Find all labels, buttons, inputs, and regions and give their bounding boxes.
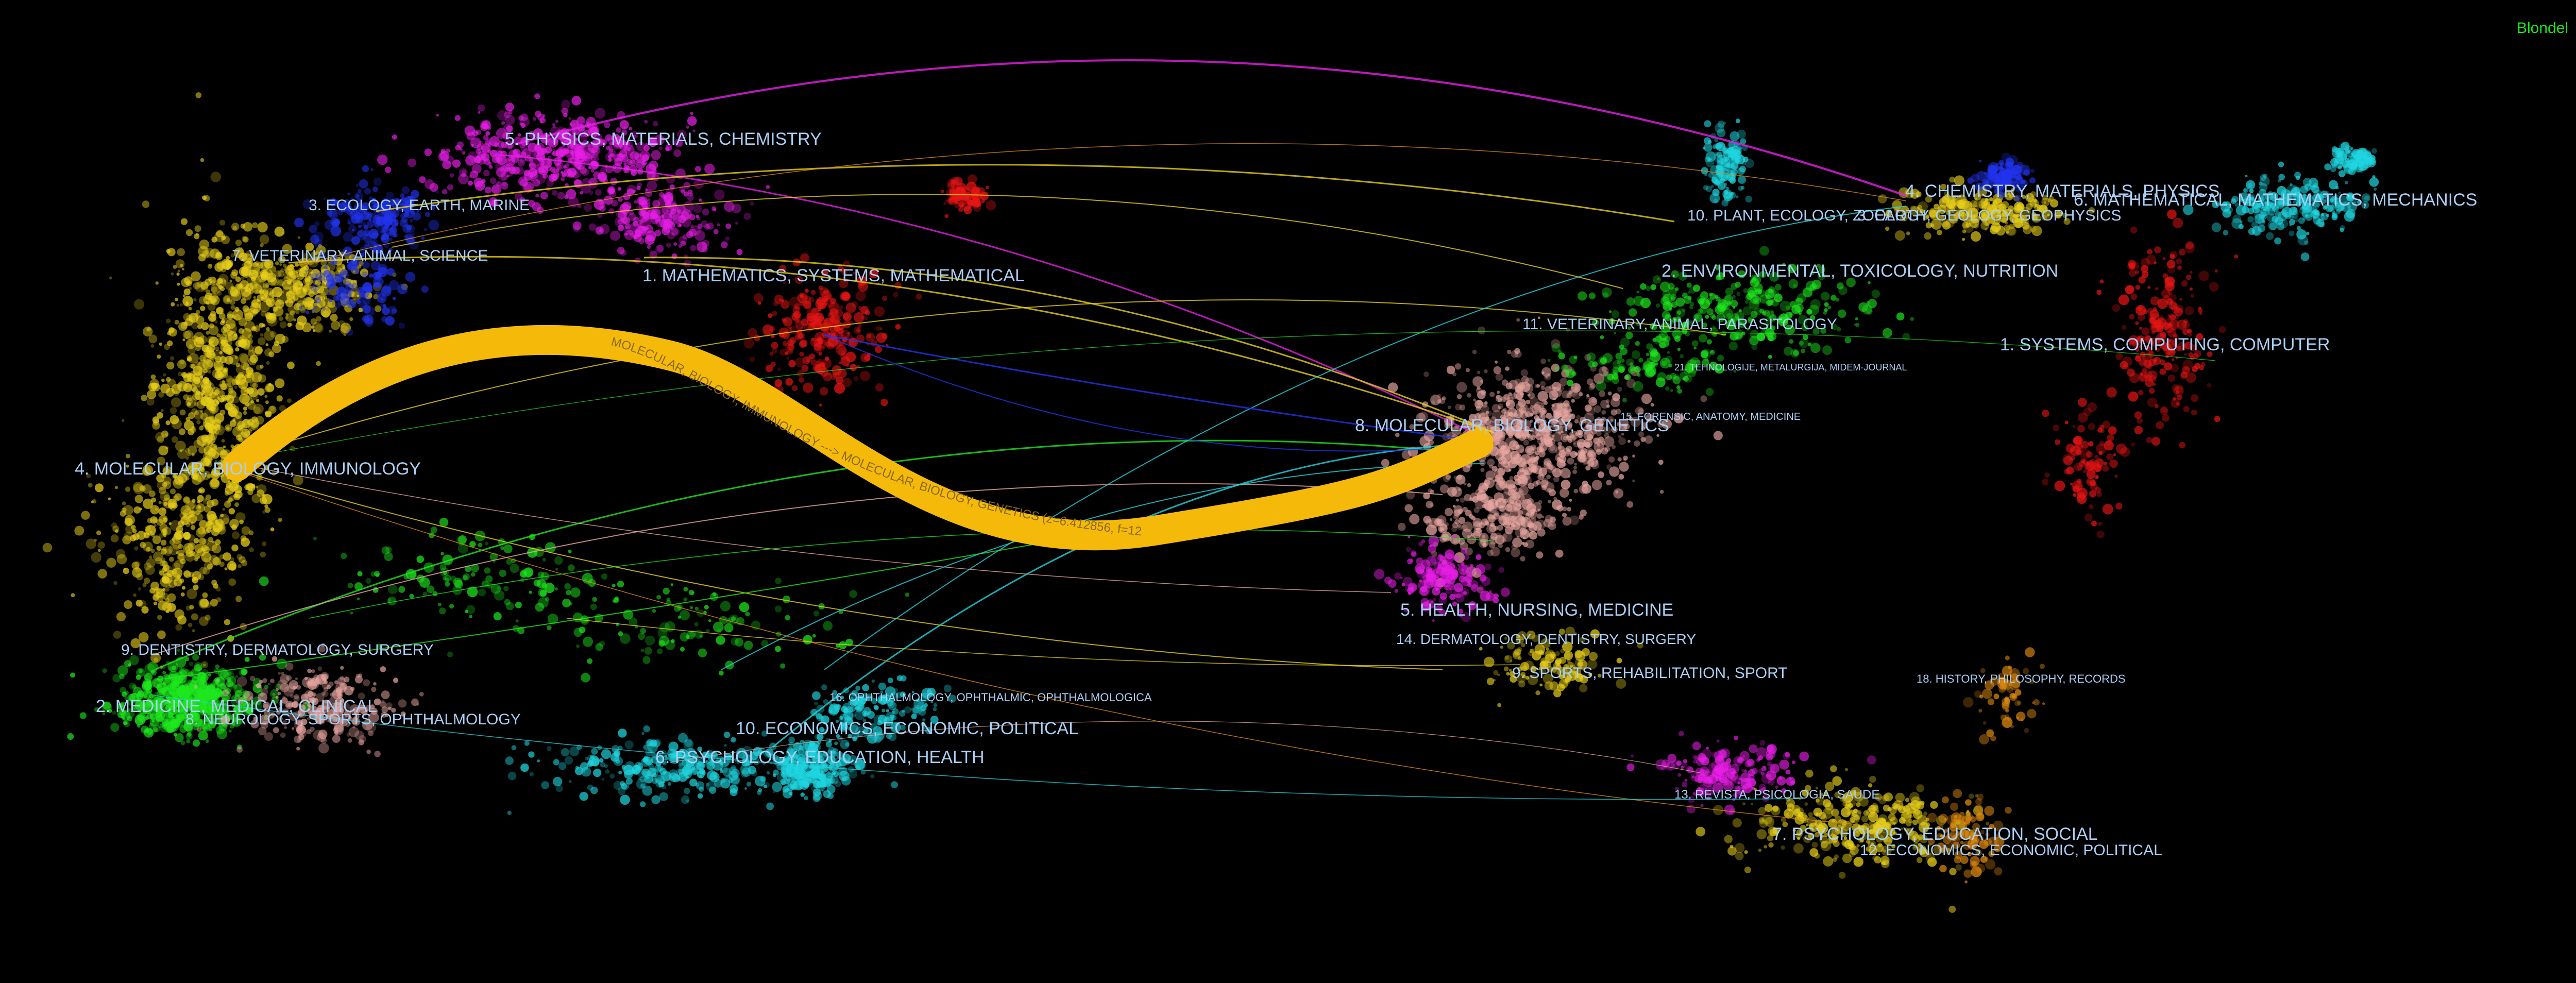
left-cluster-10-label: 10. ECONOMICS, ECONOMIC, POLITICAL: [736, 719, 1078, 738]
right-cluster-12-label: 12. ECONOMICS, ECONOMIC, POLITICAL: [1860, 842, 2162, 859]
left-cluster-7-label: 7. VETERINARY, ANIMAL, SCIENCE: [232, 247, 488, 264]
right-cluster-21-label: 21. TEHNOLOGIJE, METALURGIJA, MIDEM-JOUR…: [1674, 362, 1907, 372]
citation-links: [154, 59, 2216, 825]
main-citation-flow: [222, 325, 1494, 551]
left-cluster-2-label: 2. MEDICINE, MEDICAL, CLINICAL: [96, 697, 377, 716]
right-cluster-13-label: 13. REVISTA, PSICOLOGIA, SAUDE: [1674, 788, 1879, 802]
left-cluster-9-label: 9. DENTISTRY, DERMATOLOGY, SURGERY: [121, 641, 434, 658]
left-map-labels: 1. MATHEMATICS, SYSTEMS, MATHEMATICAL 2.…: [75, 129, 1078, 767]
right-cluster-11-label: 11. VETERINARY, ANIMAL, PARASITOLOGY: [1522, 316, 1837, 333]
right-cluster-5-label: 5. HEALTH, NURSING, MEDICINE: [1400, 600, 1673, 620]
left-cluster-3-label: 3. ECOLOGY, EARTH, MARINE: [309, 197, 530, 214]
right-cluster-1-label: 1. SYSTEMS, COMPUTING, COMPUTER: [2000, 335, 2330, 354]
algorithm-label: Blondel: [2517, 20, 2568, 37]
right-cluster-10-label: 10. PLANT, ECOLOGY, ZOOLOGY: [1687, 207, 1929, 224]
right-cluster-14-label: 14. DERMATOLOGY, DENTISTRY, SURGERY: [1396, 631, 1696, 647]
right-map-labels: 1. SYSTEMS, COMPUTING, COMPUTER 2. ENVIR…: [829, 181, 2477, 859]
right-cluster-3-label: 3. EARTH, GEOLOGY, GEOPHYSICS: [1857, 207, 2121, 224]
right-cluster-16-label: 16. OPHTHALMOLOGY, OPHTHALMIC, OPHTHALMO…: [829, 691, 1152, 704]
right-cluster-15-label: 15. FORENSIC, ANATOMY, MEDICINE: [1620, 411, 1801, 422]
right-cluster-9-label: 9. SPORTS, REHABILITATION, SPORT: [1512, 665, 1788, 682]
left-cluster-8-label: 8. NEUROLOGY, SPORTS, OPHTHALMOLOGY: [185, 711, 521, 728]
left-cluster-6-label: 6. PSYCHOLOGY, EDUCATION, HEALTH: [655, 748, 985, 767]
left-cluster-4-label: 4. MOLECULAR, BIOLOGY, IMMUNOLOGY: [75, 459, 421, 479]
right-cluster-2-label: 2. ENVIRONMENTAL, TOXICOLOGY, NUTRITION: [1662, 261, 2058, 281]
right-cluster-18-label: 18. HISTORY, PHILOSOPHY, RECORDS: [1917, 672, 2126, 685]
right-cluster-6-label: 6. MATHEMATICAL, MATHEMATICS, MECHANICS: [2074, 190, 2477, 210]
left-cluster-5-label: 5. PHYSICS, MATERIALS, CHEMISTRY: [505, 129, 822, 149]
left-cluster-1-label: 1. MATHEMATICS, SYSTEMS, MATHEMATICAL: [642, 266, 1025, 285]
right-cluster-7-label: 7. PSYCHOLOGY, EDUCATION, SOCIAL: [1772, 824, 2098, 844]
right-cluster-4-label: 4. CHEMISTRY, MATERIALS, PHYSICS: [1905, 181, 2219, 201]
journal-point-clouds: [42, 92, 2379, 913]
right-cluster-8-label: 8. MOLECULAR, BIOLOGY, GENETICS: [1355, 416, 1669, 435]
